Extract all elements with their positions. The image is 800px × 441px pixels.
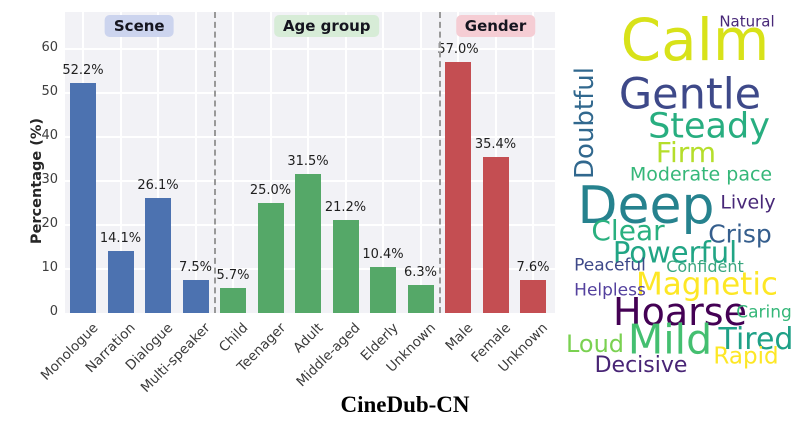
bar-value-label: 26.1% [137,178,179,194]
wordcloud-word: Lively [720,191,776,214]
wordcloud-word: Mild [627,315,713,364]
bar-value-label: 25.0% [249,183,292,198]
x-tick-text: Male [442,320,477,354]
wordcloud-word: Moderate pace [629,163,773,186]
bar-value-label: 10.4% [362,247,404,263]
group-separator [439,12,442,313]
bar-value-label: 5.7% [216,267,250,283]
gridline-vertical [119,12,122,313]
gridline-vertical [307,12,309,313]
y-tick-label: 30 [41,172,58,187]
bar-value-label: 35.4% [474,137,517,153]
y-tick-label: 40 [41,128,58,143]
bar [182,280,209,313]
wordcloud-word: Decisive [594,353,688,378]
gridline-vertical [344,12,347,313]
bar [145,198,171,313]
bar [70,83,96,313]
wordcloud-word: Magnetic [636,266,778,303]
wordcloud-word: Clear [591,214,665,247]
y-tick-label: 50 [41,84,58,99]
bar [370,267,396,313]
y-tick-label: 10 [41,260,58,275]
bar-value-label: 52.2% [62,63,104,79]
wordcloud-word: Natural [719,12,775,31]
gridline-vertical [269,12,272,313]
bar [520,279,546,313]
bar-value-label: 31.5% [287,154,329,170]
gridline-vertical [232,12,234,313]
bar [332,219,359,313]
wordcloud-word: Deep [577,176,715,236]
bar-value-label: 7.5% [178,260,213,275]
wordcloud-word: Powerful [612,235,738,270]
wordcloud-word: Doubtful [570,67,600,179]
wordcloud-word: Rapid [713,343,779,370]
bar [482,157,509,313]
gridline-vertical [157,12,159,313]
bar [257,203,284,313]
group-badge: Age group [273,15,380,37]
y-tick-label: 60 [41,40,58,55]
group-separator [214,12,217,313]
wordcloud-word: Confident [666,257,744,276]
bar [220,287,246,313]
bar-value-label: 6.3% [403,265,438,281]
bar [407,285,434,313]
bar-value-label: 21.2% [324,199,367,215]
gridline-vertical [532,12,534,313]
wordcloud-word: Loud [565,330,625,358]
y-tick-label: 20 [41,216,58,231]
chart-title: CineDub-CN [340,392,470,417]
bar-chart: Percentage (%) 0 10 20 30 40 50 60 52.2% Monolog… [29,12,555,396]
wordcloud-word: Peaceful [574,255,646,276]
bar-value-label: 7.6% [516,259,550,275]
bar [445,62,471,313]
wordcloud: Calm Natural Doubtful Gentle Steady Firm Moder… [560,0,800,395]
wordcloud-word: Gentle [618,69,762,120]
wordcloud-word: Steady [648,106,770,147]
gridline-vertical [194,12,197,313]
wordcloud-word: Calm [620,6,770,74]
wordcloud-word: Crisp [708,219,772,249]
wordcloud-word: Firm [655,136,717,169]
wordcloud-word: Tired [718,322,794,357]
gridline-horizontal [65,136,555,138]
gridline-vertical [382,12,384,313]
gridline-horizontal [65,48,555,50]
group-badge: Gender [455,15,536,37]
bar-value-label: 14.1% [99,230,142,246]
bar [295,174,321,313]
gridline-vertical [419,12,422,313]
wordcloud-word: Helpless [574,280,646,301]
group-badge: Scene [104,15,174,37]
wordcloud-word: Caring [736,302,792,323]
y-tick-label: 0 [49,304,58,319]
bar [107,250,134,313]
bar-value-label: 57.0% [437,42,479,58]
wordcloud-word: Hoarse [613,290,747,334]
gridline-horizontal [65,92,555,94]
